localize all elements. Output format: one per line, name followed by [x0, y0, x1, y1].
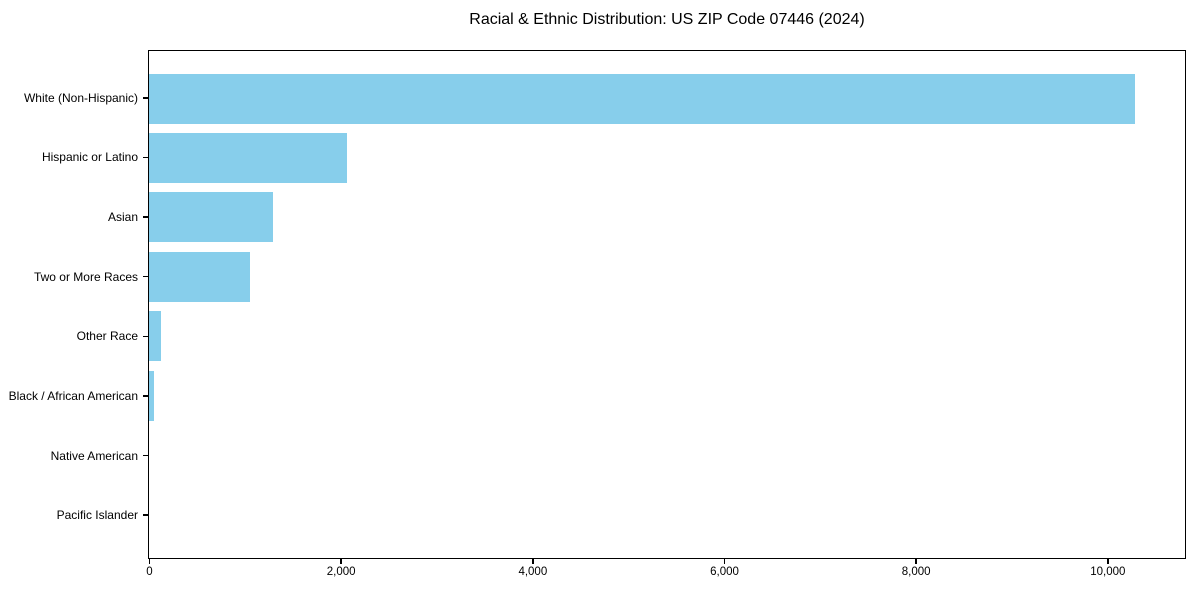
y-tick-label: Asian — [107, 210, 138, 225]
x-tick-mark — [532, 559, 534, 564]
x-tick-label: 6,000 — [710, 566, 739, 578]
y-label-row: Hispanic or Latino — [0, 128, 148, 188]
bar — [149, 370, 154, 421]
bar-row — [149, 69, 1185, 128]
x-tick-mark — [148, 559, 151, 564]
bar-row — [149, 247, 1185, 306]
x-tick-mark — [1107, 559, 1109, 564]
y-tick-label: Pacific Islander — [56, 508, 138, 523]
y-tick-label: Other Race — [76, 329, 138, 344]
x-tick-mark — [915, 559, 917, 564]
x-tick-label: 10,000 — [1090, 566, 1126, 578]
x-tick-label: 2,000 — [326, 566, 356, 578]
y-tick-label: White (Non-Hispanic) — [23, 90, 138, 105]
y-tick-mark — [143, 275, 148, 278]
x-tick-label: 0 — [146, 566, 153, 578]
y-tick-mark — [143, 97, 148, 99]
y-label-row: Black / African American — [0, 366, 148, 426]
y-tick-mark — [143, 216, 148, 218]
plot-area — [148, 50, 1186, 559]
x-tick-label: 8,000 — [901, 566, 931, 578]
y-tick-label: Native American — [50, 448, 138, 463]
bar-row — [149, 128, 1185, 187]
y-tick-label: Two or More Races — [33, 269, 138, 284]
y-axis-labels: White (Non-Hispanic) Hispanic or Latino As… — [0, 50, 148, 559]
y-label-row: White (Non-Hispanic) — [0, 68, 148, 128]
y-tick-label: Black / African American — [8, 388, 138, 403]
bar-row — [149, 307, 1185, 366]
y-tick-mark — [143, 156, 148, 159]
x-tick-mark — [723, 559, 726, 564]
y-tick-mark — [143, 395, 148, 397]
x-tick-label: 4,000 — [518, 566, 548, 578]
bar-row — [149, 485, 1185, 544]
y-label-row: Other Race — [0, 307, 148, 367]
y-label-row: Pacific Islander — [0, 485, 148, 545]
bar-row — [149, 425, 1185, 484]
bar — [149, 133, 347, 184]
x-tick-mark — [340, 559, 342, 564]
bar — [149, 251, 250, 302]
y-label-row: Two or More Races — [0, 247, 148, 307]
bar-row — [149, 366, 1185, 425]
bar — [149, 192, 273, 243]
y-tick-mark — [143, 454, 148, 457]
x-axis: 0 2,000 4,000 6,000 8,000 10,000 — [146, 559, 1185, 589]
chart-title: Racial & Ethnic Distribution: US ZIP Cod… — [469, 11, 865, 28]
bar — [149, 311, 161, 362]
y-label-row: Asian — [0, 187, 148, 247]
bar-row — [149, 188, 1185, 247]
bar — [149, 73, 1136, 124]
y-tick-label: Hispanic or Latino — [41, 150, 138, 165]
y-label-row: Native American — [0, 426, 148, 486]
y-tick-mark — [143, 514, 148, 516]
y-tick-mark — [143, 335, 148, 338]
